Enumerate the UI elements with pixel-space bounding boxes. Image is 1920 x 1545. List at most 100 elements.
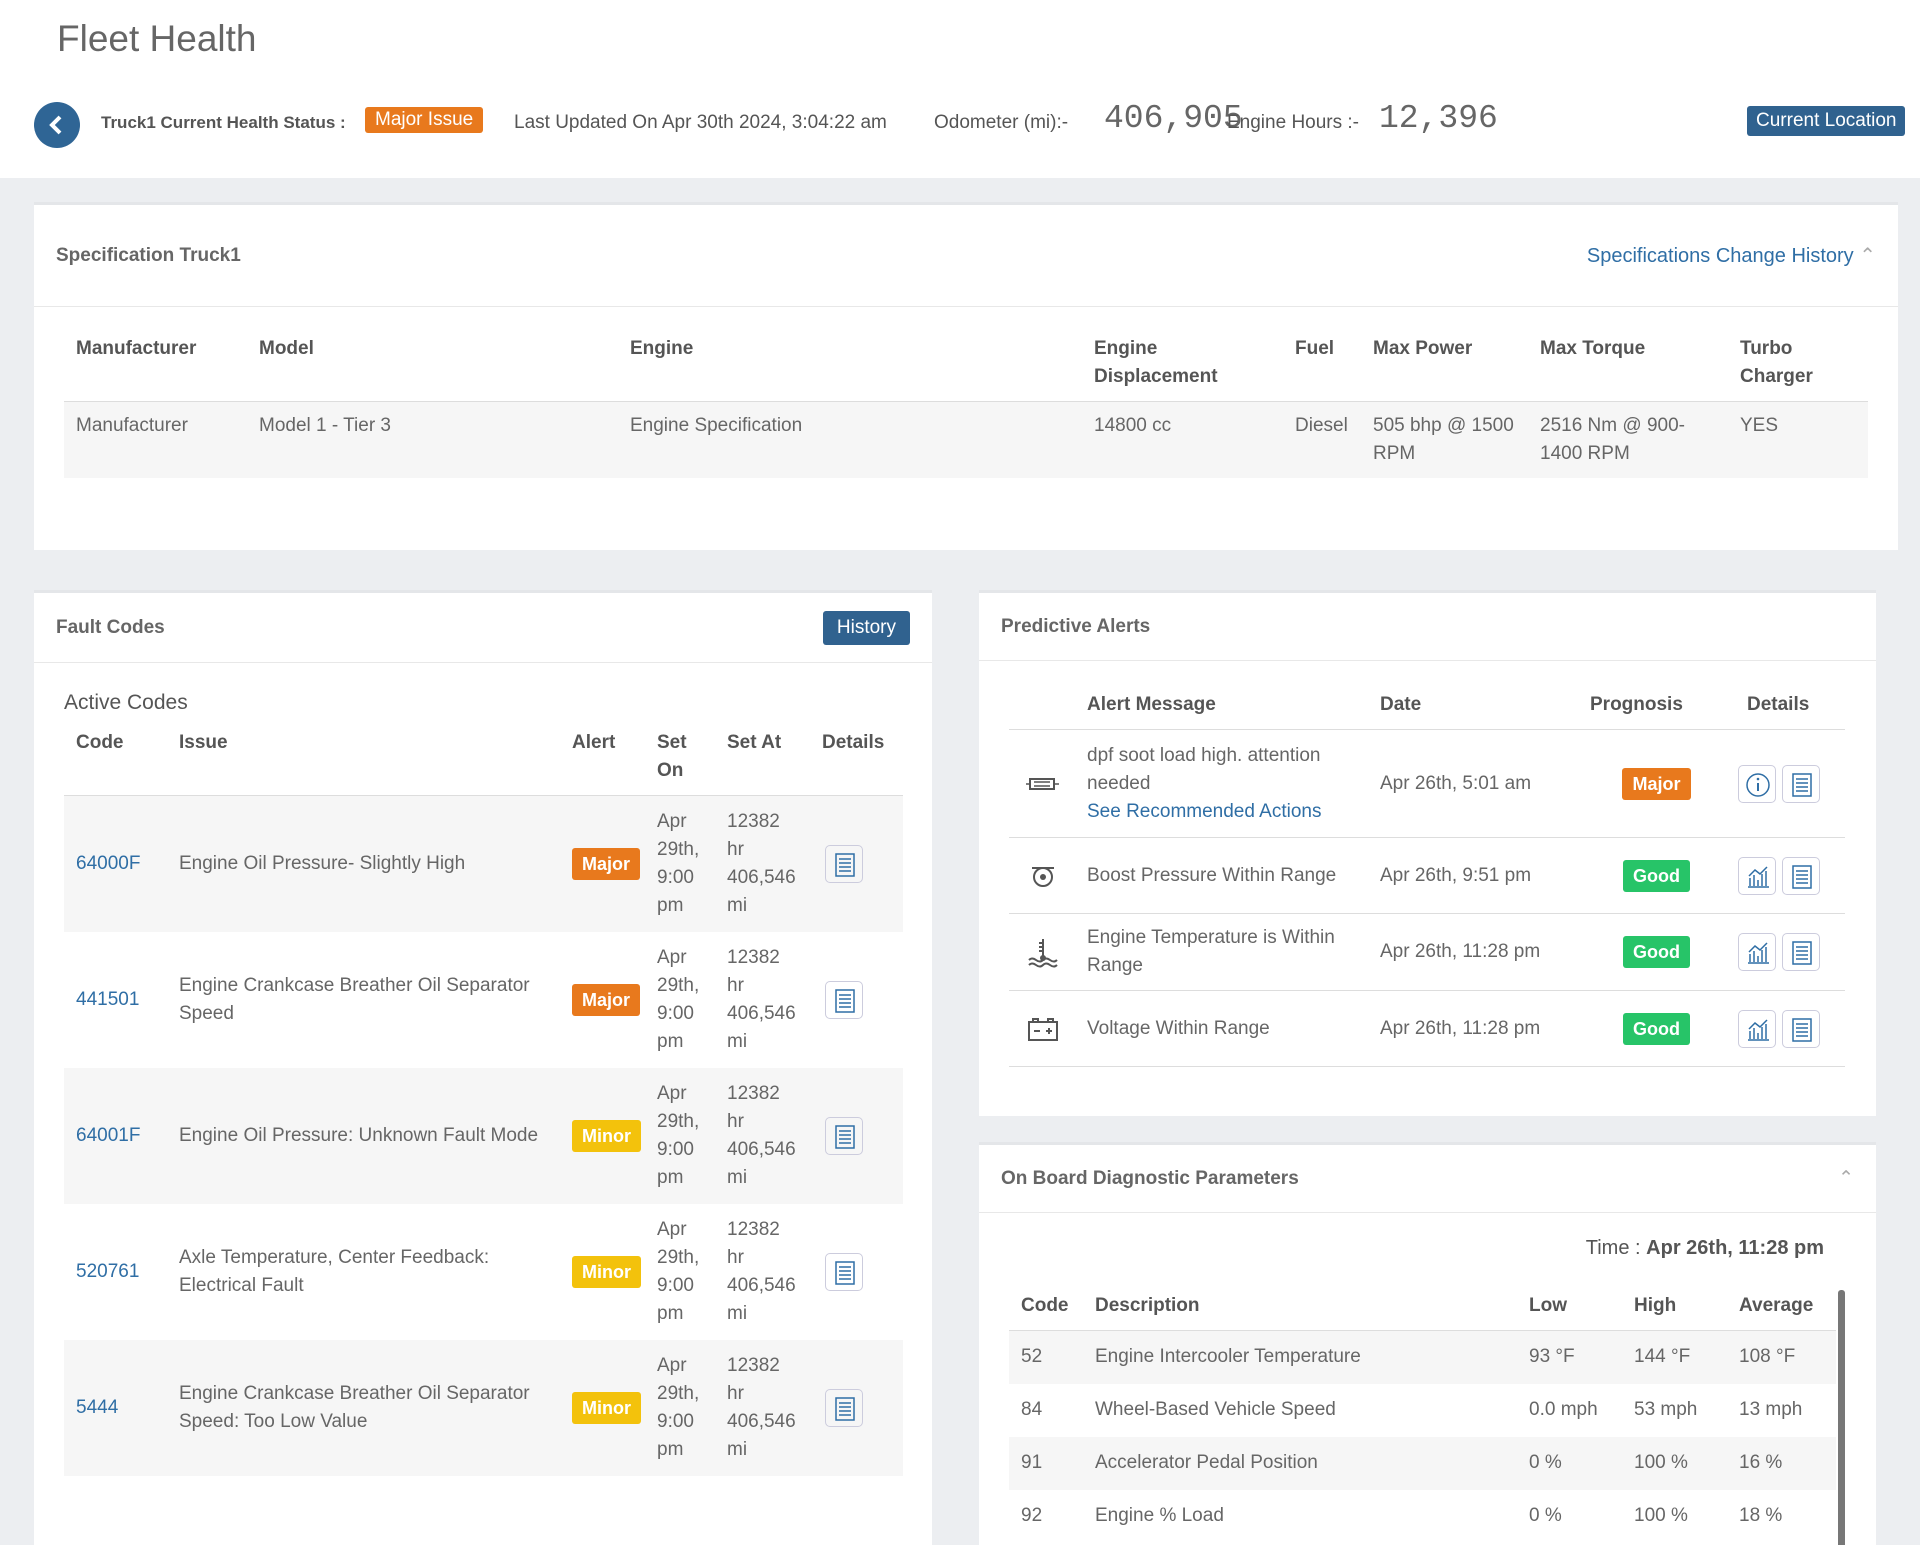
cell: Engine Intercooler Temperature — [1095, 1346, 1361, 1368]
cell: Accelerator Pedal Position — [1095, 1452, 1318, 1473]
details-button[interactable] — [1782, 1009, 1820, 1048]
info-button[interactable] — [1738, 764, 1776, 803]
fault-code[interactable]: 5444 — [76, 1396, 119, 1418]
cell: 84 — [1021, 1399, 1043, 1420]
predictive-alerts-panel: Predictive Alerts Alert Message Date Progn… — [979, 590, 1876, 1116]
cell: 100 % — [1634, 1505, 1688, 1526]
chart-button[interactable] — [1738, 1009, 1776, 1048]
details-button[interactable] — [825, 980, 863, 1019]
alert-date: Apr 26th, 5:01 am — [1380, 772, 1532, 794]
header-row: Manufacturer Model Engine Engine Displaceme… — [64, 325, 1868, 402]
scrollbar[interactable] — [1838, 1290, 1845, 1545]
collapse-icon[interactable]: ⌃ — [1838, 1168, 1854, 1189]
current-location-button[interactable]: Current Location — [1747, 106, 1906, 136]
issue: Engine Oil Pressure- Slightly High — [179, 852, 466, 874]
alert-date: Apr 26th, 11:28 pm — [1380, 1017, 1541, 1039]
prognosis-badge: Good — [1623, 1012, 1690, 1045]
header-cell: Code — [1009, 1282, 1083, 1331]
alert-message: dpf soot load high. attention needed — [1087, 744, 1321, 794]
details-button[interactable] — [825, 1252, 863, 1291]
details-button[interactable] — [825, 844, 863, 883]
alert-icon — [1028, 1017, 1058, 1041]
obd-row: 91 Accelerator Pedal Position 0 % 100 % 16 % — [1009, 1436, 1836, 1490]
alert-badge: Minor — [572, 1119, 641, 1152]
cell: 14800 cc — [1094, 415, 1172, 436]
chart-button[interactable] — [1738, 856, 1776, 895]
details-cell — [810, 1068, 903, 1204]
specification-panel: Specification Truck1 Specifications Chan… — [34, 202, 1898, 550]
fault-code[interactable]: 441501 — [76, 988, 140, 1010]
cell: 92 — [1021, 1505, 1043, 1526]
alert-row: Boost Pressure Within Range Apr 26th, 9:5… — [1009, 838, 1845, 914]
set-at: 12382 hr 406,546 mi — [727, 1218, 796, 1324]
header: Fleet Health Truck1 Current Health Statu… — [0, 0, 1920, 178]
spec-table: Manufacturer Model Engine Engine Displaceme… — [64, 325, 1868, 478]
set-at: 12382 hr 406,546 mi — [727, 1354, 796, 1460]
chart-button[interactable] — [1738, 933, 1776, 971]
alert-cell: Major — [560, 796, 645, 932]
header-cell: High — [1622, 1282, 1727, 1331]
header-row: Alert Message Date Prognosis Details — [1009, 681, 1845, 730]
alert-date: Apr 26th, 11:28 pm — [1380, 941, 1541, 962]
details-button[interactable] — [1782, 933, 1820, 971]
alert-row: dpf soot load high. attention needed See … — [1009, 730, 1845, 838]
details-button[interactable] — [1782, 764, 1820, 803]
table-head: Code Description Low High Average — [1009, 1282, 1836, 1331]
alert-row: Engine Temperature is Within Range Apr 26… — [1009, 914, 1845, 991]
fault-code[interactable]: 64000F — [76, 852, 141, 874]
predictive-table: Alert Message Date Prognosis Details dpf soo… — [1009, 681, 1845, 1067]
alert-cell: Major — [560, 932, 645, 1068]
fault-row: 64001F Engine Oil Pressure: Unknown Fault… — [64, 1067, 903, 1204]
panel-title: On Board Diagnostic Parameters — [1001, 1167, 1299, 1189]
prognosis-cell: Good — [1578, 914, 1735, 991]
alert-icon — [1028, 939, 1058, 968]
cell: 91 — [1021, 1452, 1043, 1473]
details-button[interactable] — [825, 1116, 863, 1155]
alert-cell: Minor — [560, 1340, 645, 1476]
header-cell: Issue — [167, 719, 560, 796]
spec-row: Manufacturer Model 1 - Tier 3 Engine Speci… — [64, 401, 1868, 478]
time-value: Apr 26th, 11:28 pm — [1646, 1237, 1824, 1259]
set-on: Apr 29th, 9:00 pm — [657, 946, 700, 1052]
back-button[interactable] — [34, 102, 80, 148]
cell: 505 bhp @ 1500 RPM — [1373, 415, 1514, 464]
obd-time: Time : Apr 26th, 11:28 pm — [979, 1237, 1824, 1260]
subtitle: Active Codes — [64, 691, 188, 714]
set-on: Apr 29th, 9:00 pm — [657, 1082, 700, 1188]
fault-row: 441501 Engine Crankcase Breather Oil Sepa… — [64, 932, 903, 1068]
issue: Engine Oil Pressure: Unknown Fault Mode — [179, 1124, 539, 1146]
header-cell: Details — [1735, 681, 1845, 730]
panel-title: Predictive Alerts — [1001, 615, 1151, 637]
header-cell: Model — [247, 325, 618, 402]
prognosis-badge: Major — [1622, 767, 1691, 800]
history-button[interactable]: History — [822, 610, 910, 645]
fault-code[interactable]: 520761 — [76, 1260, 140, 1282]
details-button[interactable] — [1782, 856, 1820, 895]
cell: 93 °F — [1529, 1346, 1575, 1368]
header-cell: Engine — [618, 325, 1082, 402]
header-cell: Prognosis — [1578, 681, 1735, 730]
fault-code[interactable]: 64001F — [76, 1124, 141, 1146]
fault-row: 520761 Axle Temperature, Center Feedback:… — [64, 1204, 903, 1340]
alert-cell: Minor — [560, 1068, 645, 1204]
header-cell: Low — [1517, 1282, 1622, 1331]
header-cell: Max Power — [1361, 325, 1528, 402]
issue: Axle Temperature, Center Feedback: Elect… — [179, 1246, 490, 1296]
header-row: Code Description Low High Average — [1009, 1282, 1836, 1331]
cell: Engine Specification — [630, 415, 803, 436]
fault-row: 5444 Engine Crankcase Breather Oil Separa… — [64, 1339, 903, 1476]
cell: 18 % — [1739, 1505, 1783, 1526]
icon-cell — [1009, 914, 1075, 991]
details-button[interactable] — [825, 1388, 863, 1427]
recommended-actions-link[interactable]: See Recommended Actions — [1087, 800, 1322, 822]
set-at: 12382 hr 406,546 mi — [727, 1082, 796, 1188]
details-cell — [1735, 730, 1845, 838]
cell: 108 °F — [1739, 1346, 1796, 1368]
alert-message: Voltage Within Range — [1087, 1017, 1270, 1039]
panel-title: Specification Truck1 — [56, 244, 241, 266]
issue: Engine Crankcase Breather Oil Separator … — [179, 974, 530, 1024]
details-cell — [1735, 991, 1845, 1067]
set-on: Apr 29th, 9:00 pm — [657, 810, 700, 916]
change-history-link[interactable]: Specifications Change History ⌃ — [1586, 245, 1876, 267]
header-cell: Details — [810, 719, 903, 796]
